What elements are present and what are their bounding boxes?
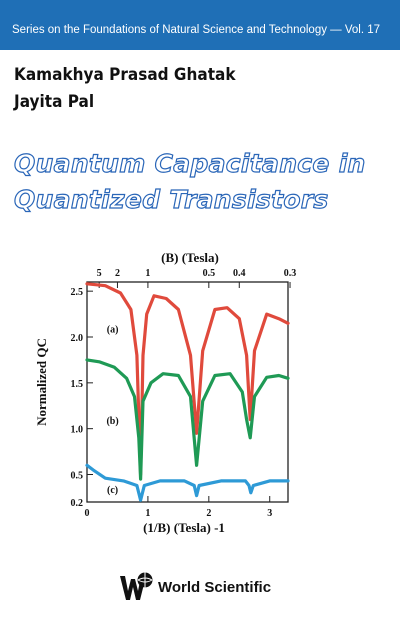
top-axis-label: (B) (Tesla) bbox=[161, 250, 219, 265]
x2-tick-label: 0.4 bbox=[233, 268, 246, 279]
x-tick-label: 0 bbox=[85, 508, 90, 519]
y-axis-label: Normalized QC bbox=[34, 338, 49, 426]
series-bar: Series on the Foundations of Natural Sci… bbox=[0, 0, 400, 50]
y-tick-label: 0.2 bbox=[71, 498, 84, 509]
world-scientific-logo-icon bbox=[120, 572, 153, 600]
series-line bbox=[85, 282, 290, 477]
x2-tick-label: 2 bbox=[115, 268, 120, 279]
series-line bbox=[85, 463, 290, 502]
x-tick-label: 1 bbox=[145, 508, 150, 519]
book-title-line: Quantized Transistors bbox=[13, 184, 329, 214]
x-tick-label: 3 bbox=[267, 508, 272, 519]
y-tick-label: 1.0 bbox=[71, 425, 84, 436]
x-axis-label: (1/B) (Tesla) -1 bbox=[143, 520, 225, 535]
x2-tick-label: 5 bbox=[97, 268, 102, 279]
y-tick-label: 2.0 bbox=[71, 333, 84, 344]
series-title: Series on the Foundations of Natural Sci… bbox=[12, 24, 381, 36]
y-tick-label: 2.5 bbox=[71, 287, 84, 298]
author-name: Kamakhya Prasad Ghatak bbox=[14, 65, 236, 85]
y-tick-label: 0.5 bbox=[71, 471, 84, 482]
book-title-line: Quantum Capacitance in bbox=[13, 148, 366, 178]
series-line bbox=[85, 358, 290, 481]
author-name: Jayita Pal bbox=[14, 92, 95, 112]
book-title: Quantum Capacitance in Quantized Transis… bbox=[13, 146, 366, 218]
y-tick-label: 1.5 bbox=[71, 379, 84, 390]
series-label: (c) bbox=[107, 485, 118, 496]
x2-tick-label: 1 bbox=[145, 268, 150, 279]
publisher-name: World Scientific bbox=[158, 579, 272, 596]
x2-tick-label: 0.3 bbox=[284, 268, 297, 279]
authors: Kamakhya Prasad Ghatak Jayita Pal bbox=[14, 62, 260, 116]
series-label: (a) bbox=[107, 324, 119, 335]
x2-tick-label: 0.5 bbox=[203, 268, 216, 279]
series-label: (b) bbox=[106, 416, 118, 427]
x-tick-label: 2 bbox=[206, 508, 211, 519]
plot-frame bbox=[86, 281, 289, 503]
publisher: World Scientific bbox=[118, 570, 288, 606]
